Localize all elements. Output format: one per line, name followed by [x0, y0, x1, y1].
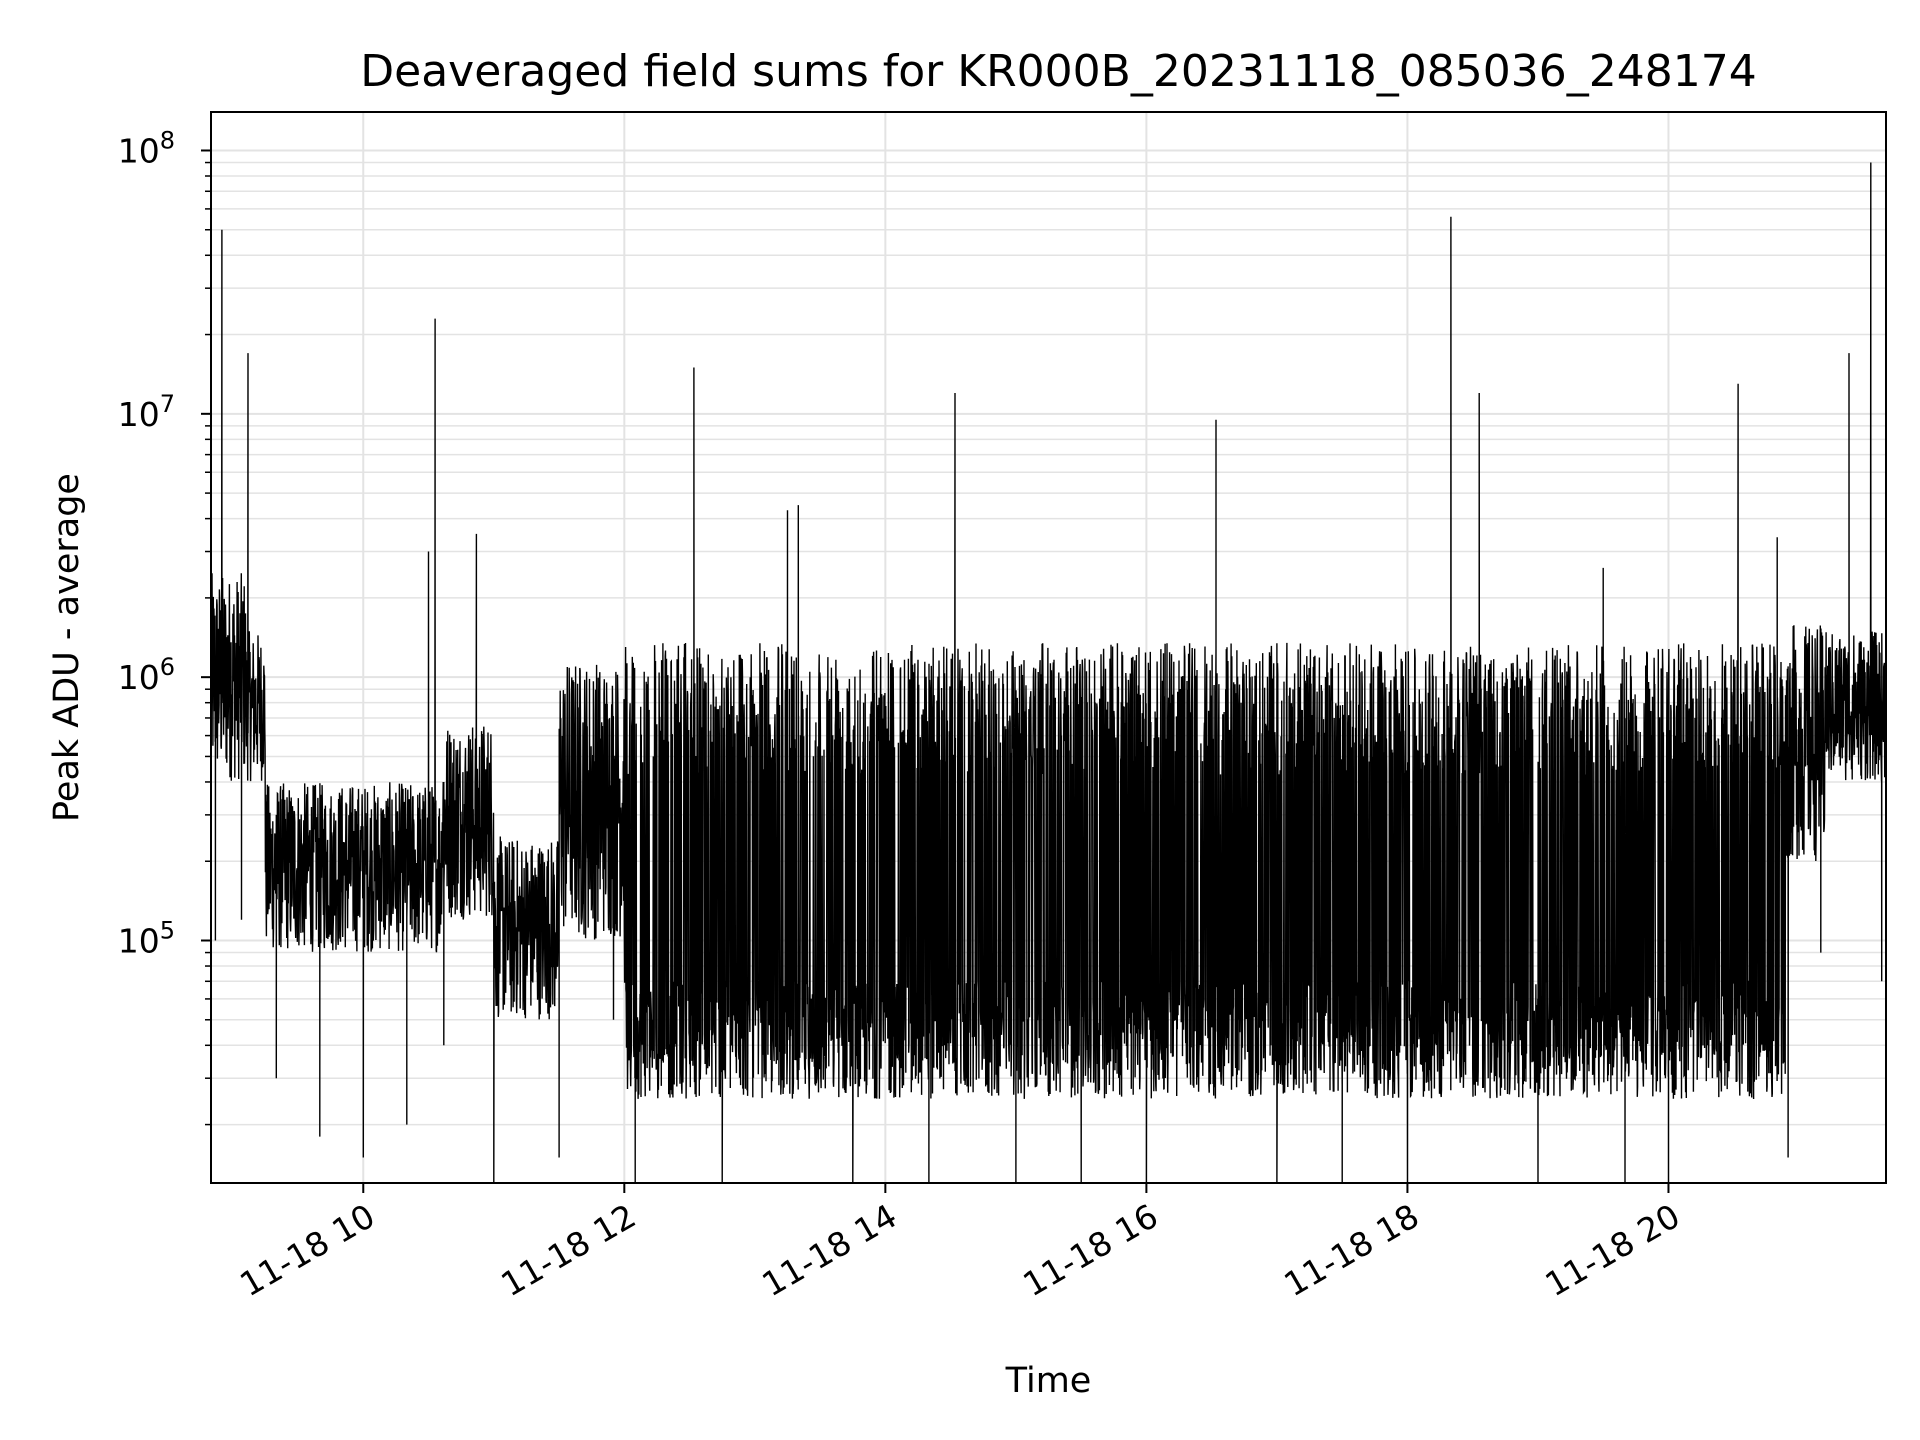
y-axis-label: Peak ADU - average [47, 473, 87, 822]
series-line [210, 162, 1887, 1184]
x-axis-label: Time [1005, 1361, 1092, 1401]
plot-frame [210, 111, 1887, 1184]
chart-title: Deaveraged field sums for KR000B_2023111… [360, 46, 1756, 97]
plot-area [210, 162, 1887, 1184]
